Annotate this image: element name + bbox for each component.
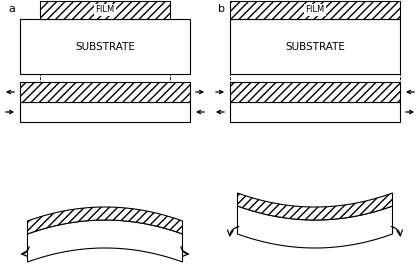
Text: b: b <box>218 4 225 14</box>
Bar <box>20 19 190 74</box>
Text: FILM: FILM <box>95 6 115 15</box>
Polygon shape <box>27 220 183 262</box>
Bar <box>230 82 400 102</box>
Polygon shape <box>237 206 393 248</box>
Bar <box>230 102 400 122</box>
Text: SUBSTRATE: SUBSTRATE <box>75 41 135 52</box>
Text: SUBSTRATE: SUBSTRATE <box>285 41 345 52</box>
Bar <box>230 1 400 19</box>
Bar <box>40 1 170 19</box>
Text: a: a <box>8 4 15 14</box>
Polygon shape <box>27 207 183 234</box>
Text: FILM: FILM <box>305 6 325 15</box>
Bar <box>230 19 400 74</box>
Bar <box>20 82 190 102</box>
Bar <box>20 102 190 122</box>
Polygon shape <box>237 193 393 220</box>
